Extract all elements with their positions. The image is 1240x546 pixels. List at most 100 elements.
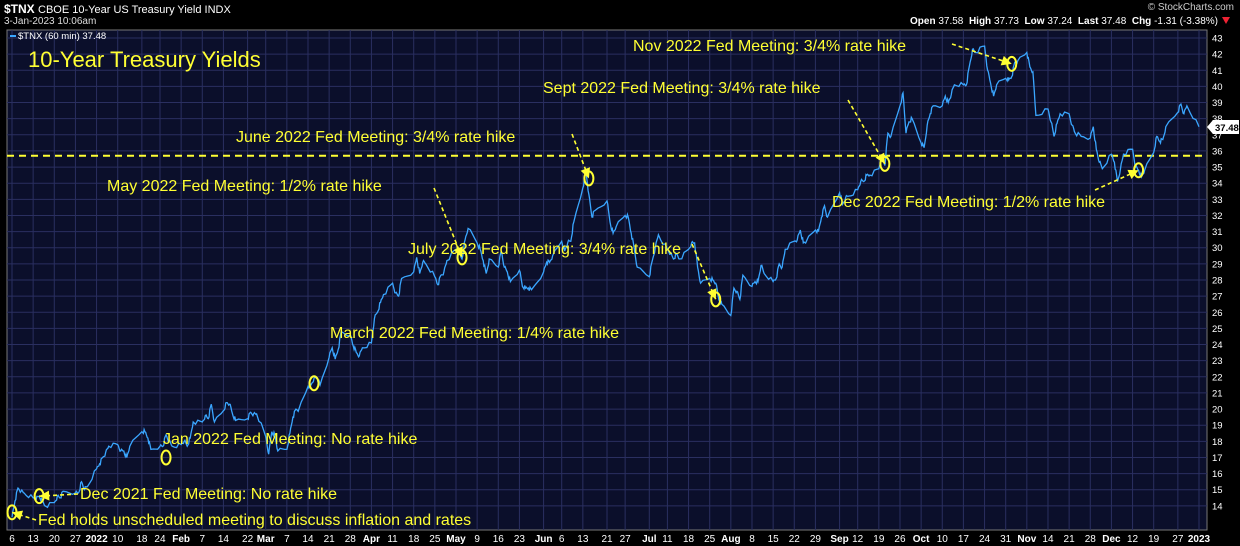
x-tick-label: 28 <box>345 534 357 545</box>
arrowhead-icon <box>12 510 24 521</box>
annotation-label: May 2022 Fed Meeting: 1/2% rate hike <box>107 178 382 195</box>
y-tick-label: 29 <box>1212 259 1223 270</box>
y-tick-label: 39 <box>1212 98 1223 109</box>
quote-date: 3-Jan-2023 10:06am <box>4 16 97 27</box>
arrowhead-icon <box>453 246 463 258</box>
arrowhead-icon <box>580 167 591 179</box>
annotation-label: Dec 2022 Fed Meeting: 1/2% rate hike <box>832 194 1105 211</box>
x-tick-label: 11 <box>387 534 398 545</box>
last-value: 37.48 <box>1101 16 1127 27</box>
y-tick-label: 15 <box>1212 485 1223 496</box>
annotations: Fed holds unscheduled meeting to discuss… <box>6 38 1145 529</box>
x-tick-label: 16 <box>493 534 505 545</box>
annotation-arrow <box>691 243 717 300</box>
low-label: Low <box>1024 16 1045 27</box>
x-axis: 6 13 20 27 2022 10 18 24 Feb 7 14 22 Mar 7 14 21 28 Apr 11… <box>9 534 1210 545</box>
x-tick-label: 18 <box>408 534 420 545</box>
annotation-label: Sept 2022 Fed Meeting: 3/4% rate hike <box>543 80 821 97</box>
open-value: 37.58 <box>938 16 964 27</box>
y-tick-label: 27 <box>1212 292 1223 303</box>
annotation-label: Dec 2021 Fed Meeting: No rate hike <box>80 486 337 503</box>
y-tick-label: 25 <box>1212 324 1223 335</box>
x-tick-label: 18 <box>683 534 695 545</box>
chart-title: 10-Year Treasury Yields <box>28 47 261 72</box>
x-tick-label: Nov <box>1017 534 1036 545</box>
y-tick-label: 41 <box>1212 66 1223 77</box>
y-tick-label: 42 <box>1212 50 1223 61</box>
high-label: High <box>968 16 992 27</box>
open-label: Open <box>910 16 936 27</box>
x-tick-label: 14 <box>1042 534 1054 545</box>
annotation-marker <box>160 449 172 466</box>
arrowhead-icon <box>39 490 50 501</box>
annotation-label: July 2022 Fed Meeting: 3/4% rate hike <box>408 241 681 258</box>
y-tick-label: 38 <box>1212 114 1223 125</box>
x-tick-label: 8 <box>749 534 755 545</box>
y-axis: 14 15 16 17 18 19 20 21 22 23 24 25 26 27 28 29 30 31 32 33… <box>1212 34 1223 513</box>
x-tick-label: 2022 <box>85 534 108 545</box>
high-value: 37.73 <box>993 16 1019 27</box>
x-tick-label: 31 <box>1000 534 1012 545</box>
y-tick-label: 18 <box>1212 437 1223 448</box>
annotation-arrow <box>847 99 886 165</box>
y-tick-label: 36 <box>1212 146 1223 157</box>
y-tick-label: 34 <box>1212 179 1223 190</box>
y-tick-label: 21 <box>1212 388 1223 399</box>
y-tick-label: 14 <box>1212 501 1223 512</box>
chg-label: Chg <box>1131 16 1152 27</box>
x-tick-label: Aug <box>721 534 740 545</box>
instrument-name: CBOE 10-Year US Treasury Yield INDX <box>38 4 231 16</box>
chg-value: -1.31 (-3.38%) <box>1154 16 1218 27</box>
x-tick-label: 19 <box>873 534 885 545</box>
annotation-label: Fed holds unscheduled meeting to discuss… <box>38 512 471 529</box>
x-tick-label: 13 <box>577 534 589 545</box>
x-tick-label: 2023 <box>1188 534 1211 545</box>
annotation-label: June 2022 Fed Meeting: 3/4% rate hike <box>236 129 515 146</box>
annotation-label: Jan 2022 Fed Meeting: No rate hike <box>163 431 417 448</box>
x-tick-label: 21 <box>324 534 336 545</box>
annotation-marker <box>308 375 320 392</box>
y-tick-label: 30 <box>1212 243 1223 254</box>
x-tick-label: 24 <box>979 534 991 545</box>
y-tick-label: 40 <box>1212 82 1223 93</box>
y-tick-label: 28 <box>1212 276 1223 287</box>
annotation-label: Nov 2022 Fed Meeting: 3/4% rate hike <box>633 38 906 55</box>
x-tick-label: 10 <box>112 534 124 545</box>
y-tick-label: 26 <box>1212 308 1223 319</box>
annotation-marker <box>879 155 891 172</box>
x-tick-label: 27 <box>620 534 632 545</box>
x-tick-label: 22 <box>789 534 801 545</box>
y-tick-label: 37 <box>1212 130 1223 141</box>
y-tick-label: 17 <box>1212 453 1223 464</box>
y-tick-label: 23 <box>1212 356 1223 367</box>
annotation-arrow <box>571 133 590 179</box>
x-tick-label: 11 <box>662 534 673 545</box>
x-tick-label: 14 <box>302 534 314 545</box>
x-tick-label: 26 <box>894 534 906 545</box>
annotation-arrow <box>433 187 463 258</box>
last-price-box: 37.48 <box>1207 120 1239 135</box>
x-tick-label: Feb <box>172 534 190 545</box>
y-tick-label: 31 <box>1212 227 1223 238</box>
x-tick-label: 22 <box>242 534 254 545</box>
x-tick-label: 7 <box>200 534 206 545</box>
x-tick-label: 10 <box>937 534 949 545</box>
y-tick-label: 22 <box>1212 372 1223 383</box>
x-tick-label: Jun <box>535 534 553 545</box>
y-tick-label: 24 <box>1212 340 1223 351</box>
grid-lines <box>7 30 1207 530</box>
x-tick-label: 25 <box>704 534 716 545</box>
x-tick-label: Sep <box>830 534 848 545</box>
x-tick-label: Oct <box>913 534 930 545</box>
x-tick-label: 19 <box>1148 534 1160 545</box>
arrowhead-icon <box>875 152 885 164</box>
y-tick-label: 32 <box>1212 211 1223 222</box>
x-tick-label: 24 <box>154 534 166 545</box>
down-arrow-icon <box>1222 17 1230 24</box>
brand-watermark: © StockCharts.com <box>1147 2 1234 13</box>
x-tick-label: 17 <box>958 534 970 545</box>
series-legend: $TNX (60 min) 37.48 <box>18 31 106 42</box>
y-tick-label: 43 <box>1212 34 1223 45</box>
x-tick-label: 14 <box>218 534 230 545</box>
x-tick-label: 20 <box>49 534 61 545</box>
